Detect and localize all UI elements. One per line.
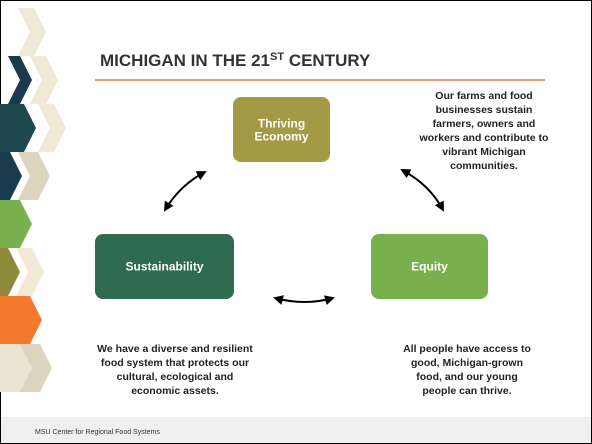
node-description: food, and our young	[416, 371, 517, 383]
node-box	[371, 234, 488, 299]
node-box	[233, 97, 330, 162]
arrow	[273, 295, 335, 306]
slide-title: MICHIGAN IN THE 21ST CENTURY	[100, 51, 371, 70]
node-description: All people have access to	[403, 343, 531, 355]
arrow	[400, 169, 444, 212]
arrow	[163, 171, 207, 212]
footer-band	[1, 417, 591, 443]
node-description: We have a diverse and resilient	[97, 343, 253, 355]
node-description: Our farms and food	[435, 90, 532, 102]
title-sup: ST	[270, 51, 284, 63]
node-description: food system that protects our	[101, 357, 249, 369]
node-label: Equity	[411, 260, 448, 274]
chevron-decor	[0, 8, 66, 392]
node-description: workers and contribute to	[419, 132, 549, 144]
node-description: farmers, owners and	[433, 118, 536, 130]
node-description: cultural, ecological and	[117, 371, 234, 383]
node-description: people can thrive.	[422, 385, 511, 397]
node-description: economic assets.	[131, 385, 219, 397]
node-box	[95, 234, 234, 299]
node-description: businesses sustain	[436, 104, 533, 116]
node-description: communities.	[450, 160, 518, 172]
title-main: MICHIGAN IN THE 21	[100, 51, 270, 70]
node-label: Thriving	[258, 117, 305, 131]
title-rest: CENTURY	[284, 51, 371, 70]
footer-text: MSU Center for Regional Food Systems	[35, 429, 160, 436]
node-description: vibrant Michigan	[442, 146, 525, 158]
node-label: Sustainability	[125, 260, 203, 274]
node-label: Economy	[254, 130, 308, 144]
node-description: good, Michigan-grown	[411, 357, 523, 369]
